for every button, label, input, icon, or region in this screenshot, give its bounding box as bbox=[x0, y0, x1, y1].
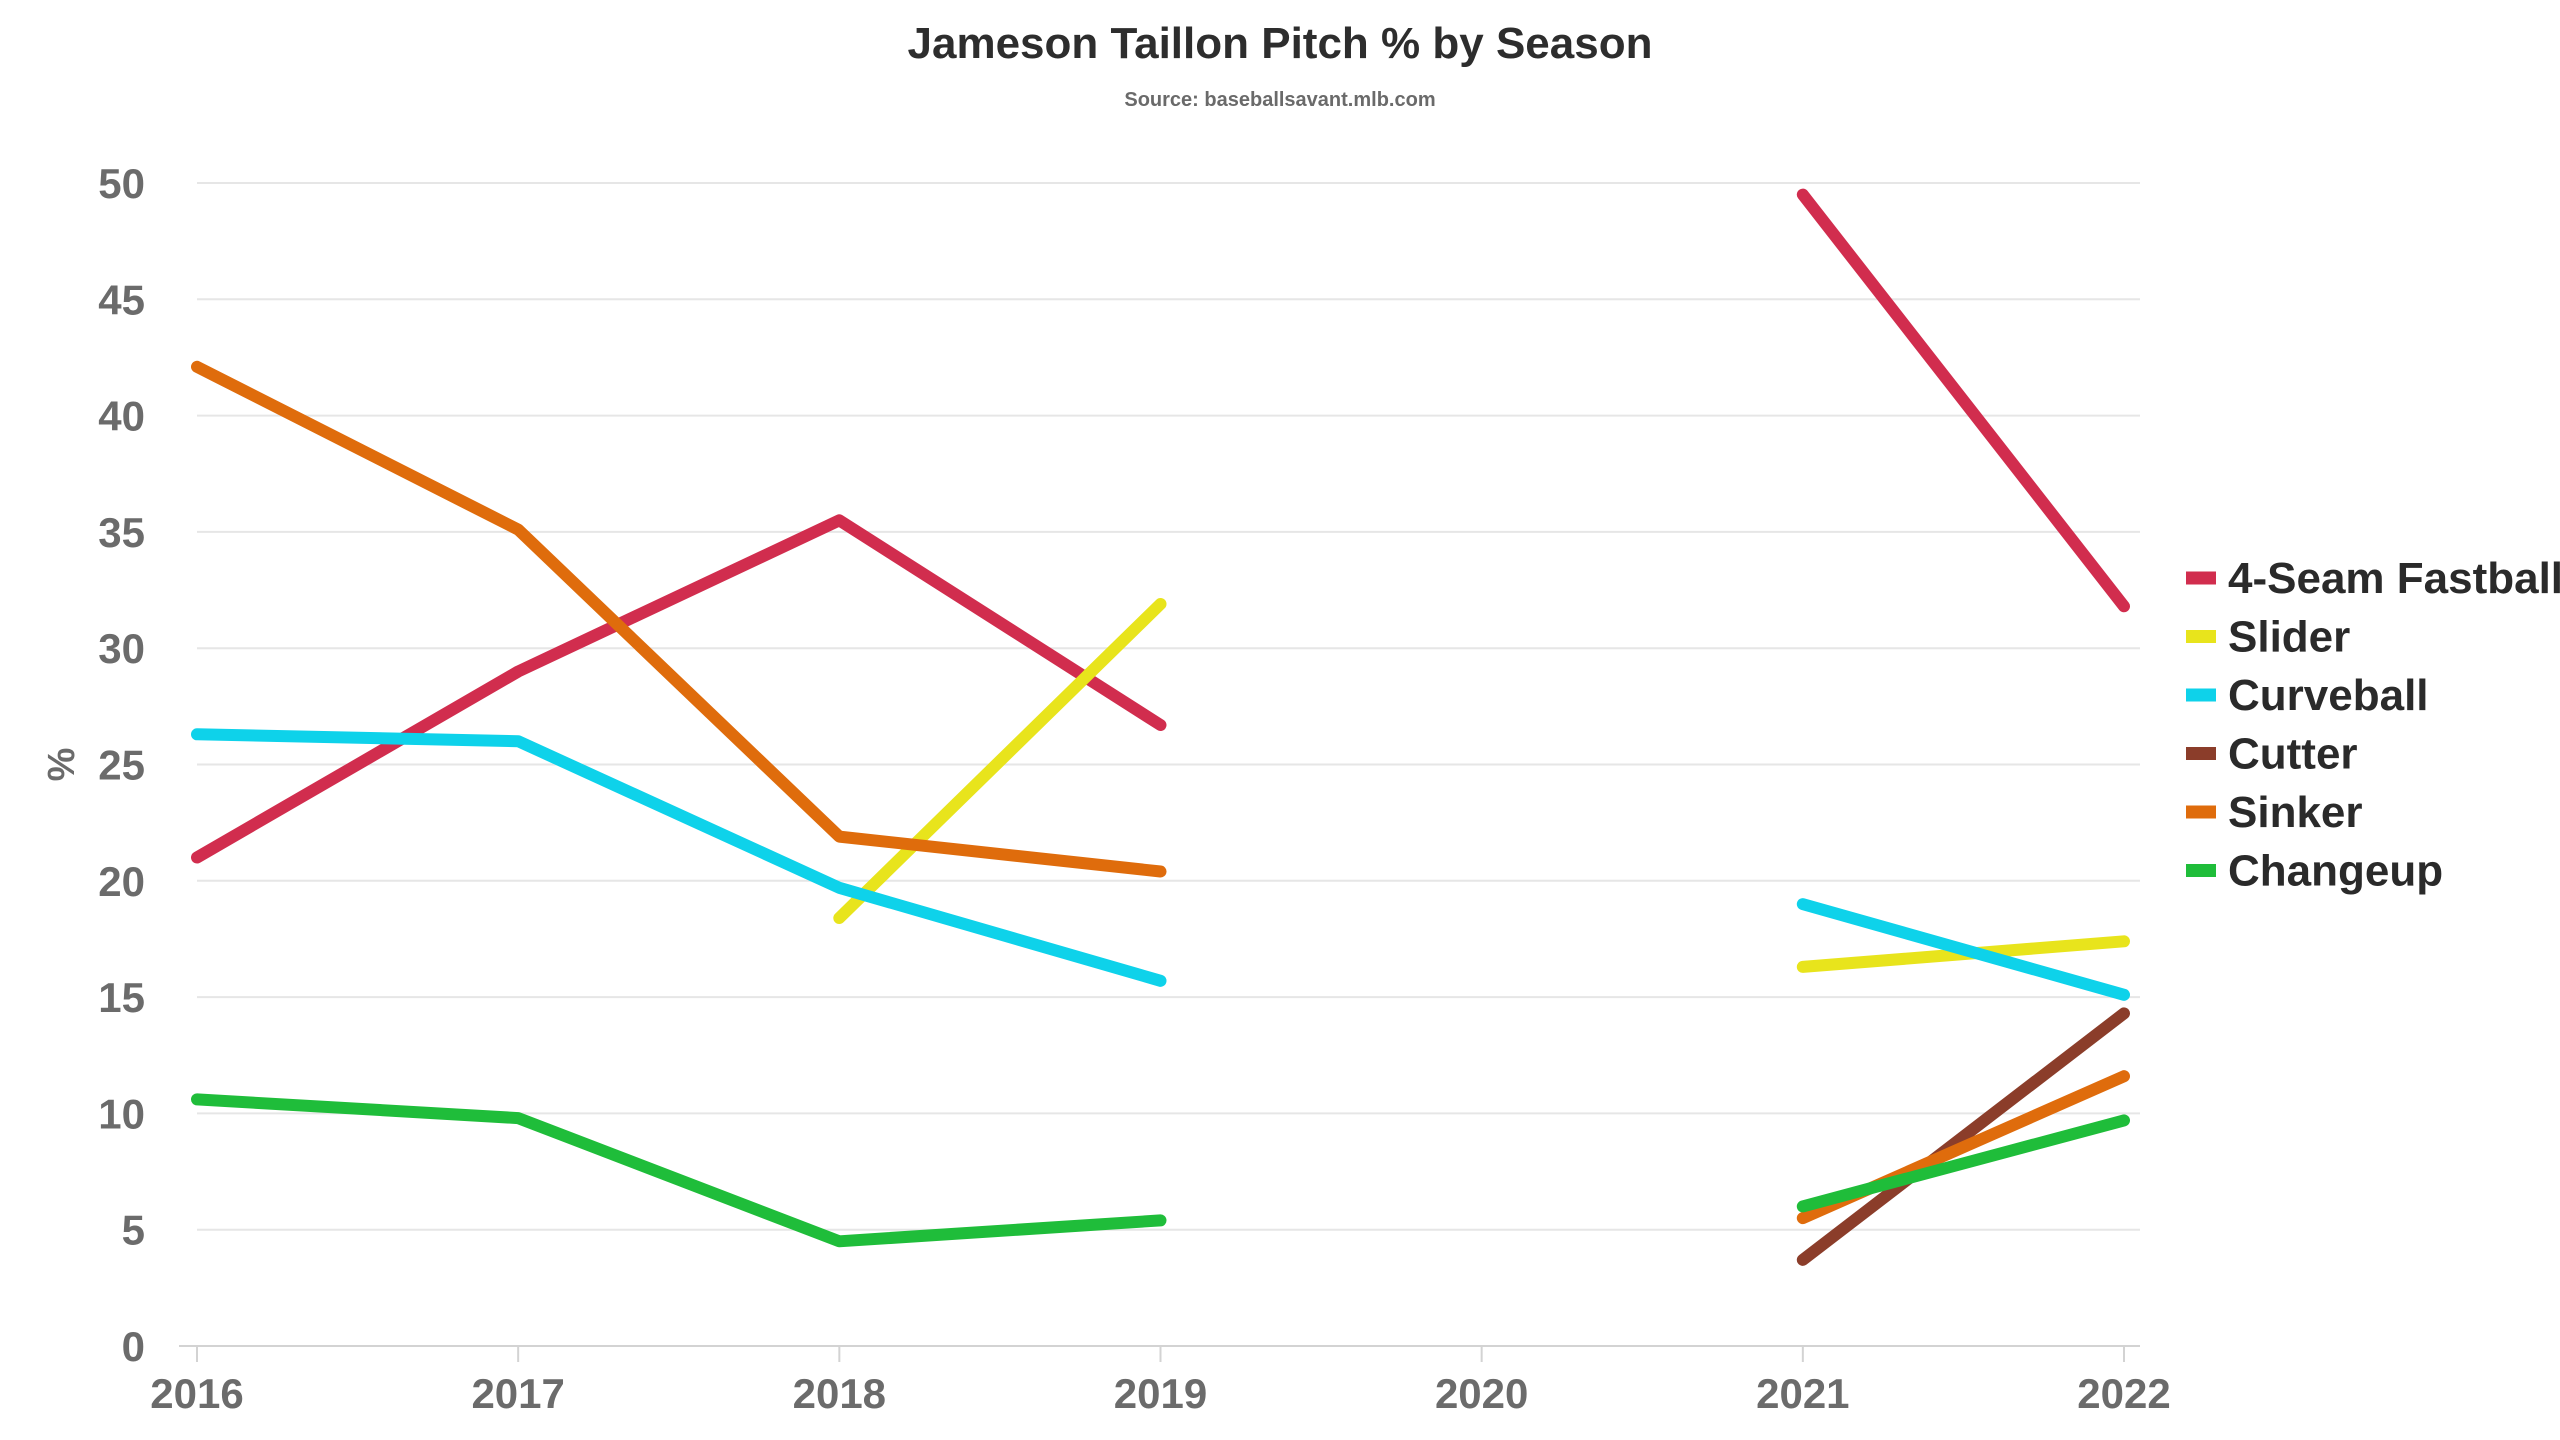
x-tick-label: 2019 bbox=[1114, 1370, 1207, 1417]
series-line-sinker bbox=[191, 360, 1167, 878]
series-line-changeup bbox=[1796, 1114, 2130, 1213]
y-tick-label: 45 bbox=[98, 276, 145, 323]
y-tick-label: 10 bbox=[98, 1090, 145, 1137]
y-tick-label: 5 bbox=[122, 1207, 145, 1254]
x-tick-label: 2018 bbox=[793, 1370, 886, 1417]
series-line-curveball bbox=[191, 728, 1167, 987]
legend-label: Slider bbox=[2228, 613, 2350, 662]
chart-title: Jameson Taillon Pitch % by Season bbox=[908, 19, 1653, 68]
x-tick-label: 2021 bbox=[1756, 1370, 1849, 1417]
series-line-4-seam-fastball bbox=[1796, 188, 2130, 613]
x-tick-label: 2020 bbox=[1435, 1370, 1528, 1417]
gridlines bbox=[197, 182, 2140, 1231]
series-line-4-seam-fastball bbox=[191, 514, 1167, 864]
y-tick-label: 20 bbox=[98, 858, 145, 905]
x-tick-label: 2016 bbox=[150, 1370, 243, 1417]
legend-label: Sinker bbox=[2228, 788, 2363, 837]
legend-label: Curveball bbox=[2228, 671, 2429, 720]
x-tick-label: 2022 bbox=[2077, 1370, 2170, 1417]
legend-label: Cutter bbox=[2228, 730, 2358, 779]
y-tick-label: 50 bbox=[98, 160, 145, 207]
series-line-changeup bbox=[191, 1093, 1167, 1248]
y-tick-label: 35 bbox=[98, 509, 145, 556]
series-lines bbox=[191, 188, 2130, 1266]
x-tick-label: 2017 bbox=[471, 1370, 564, 1417]
y-tick-label: 40 bbox=[98, 393, 145, 440]
legend: 4-Seam Fastball Slider Curveball Cutter Sink… bbox=[2186, 554, 2560, 896]
series-line-cutter bbox=[1796, 1007, 2130, 1266]
series-line-curveball bbox=[1796, 898, 2130, 1001]
y-tick-label: 25 bbox=[98, 742, 145, 789]
chart-subtitle: Source: baseballsavant.mlb.com bbox=[1124, 89, 1435, 111]
y-tick-label: 0 bbox=[122, 1323, 145, 1370]
y-tick-label: 30 bbox=[98, 625, 145, 672]
legend-label: Changeup bbox=[2228, 847, 2443, 896]
axes: 0 5 10 15 20 25 30 35 40 45 50 2016 2017 2018 2019 2020… bbox=[41, 160, 2171, 1417]
y-tick-label: 15 bbox=[98, 974, 145, 1021]
legend-label: 4-Seam Fastball bbox=[2228, 554, 2560, 603]
y-axis-label: % bbox=[41, 748, 83, 782]
series-line-slider bbox=[833, 598, 1167, 924]
